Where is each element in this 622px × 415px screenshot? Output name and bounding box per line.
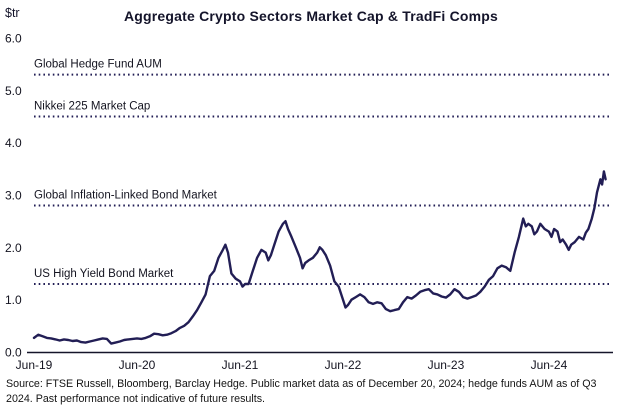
y-tick-label: 0.0 [5,346,22,360]
reference-line-label: Global Inflation-Linked Bond Market [34,189,218,201]
reference-line-label: US High Yield Bond Market [34,268,174,280]
y-tick-label: 2.0 [5,241,22,255]
y-tick-label: 4.0 [5,136,22,150]
y-tick-label: 1.0 [5,293,22,307]
reference-line-label: Global Hedge Fund AUM [34,59,162,71]
chart-title: Aggregate Crypto Sectors Market Cap & Tr… [123,8,499,24]
y-tick-label: 6.0 [5,32,22,46]
chart-svg: 0.0 1.0 2.0 3.0 4.0 5.0 6.0 Jun-19 Jun-20 Jun-21 J… [5,32,613,372]
x-tick-label: Jun-21 [222,358,259,372]
source-note: Source: FTSE Russell, Bloomberg, Barclay… [6,378,597,405]
y-axis-unit-label: $tr [5,6,20,20]
x-tick-label: Jun-23 [428,358,465,372]
y-tick-label: 3.0 [5,189,22,203]
reference-line-label: Nikkei 225 Market Cap [34,101,150,113]
x-tick-label: Jun-24 [531,358,568,372]
x-tick-label: Jun-19 [16,358,53,372]
x-tick-label: Jun-22 [325,358,362,372]
crypto-marketcap-line [32,170,607,345]
x-tick-label: Jun-20 [119,358,156,372]
y-tick-label: 5.0 [5,84,22,98]
